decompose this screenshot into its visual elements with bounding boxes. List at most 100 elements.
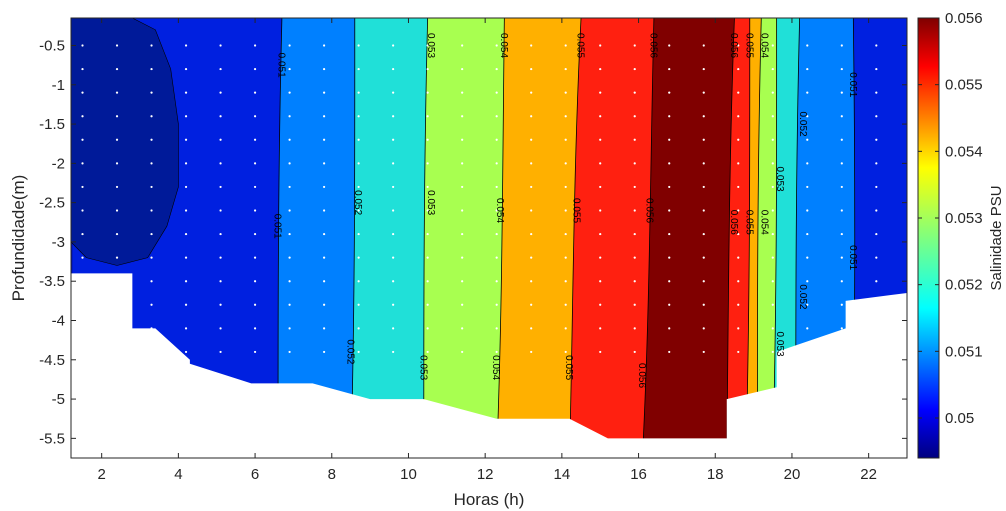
sample-point bbox=[184, 138, 188, 141]
sample-point bbox=[599, 91, 602, 94]
sample-point bbox=[357, 209, 360, 212]
contour-line bbox=[423, 18, 429, 458]
x-axis-label: Horas (h) bbox=[454, 490, 525, 509]
sample-point bbox=[184, 256, 188, 259]
sample-point bbox=[633, 67, 636, 71]
sample-point bbox=[806, 44, 809, 47]
sample-point bbox=[702, 162, 705, 165]
sample-point bbox=[81, 44, 84, 47]
sample-point bbox=[702, 67, 705, 71]
sample-point bbox=[771, 67, 774, 71]
sample-point bbox=[426, 280, 429, 283]
sample-point bbox=[426, 162, 429, 165]
y-tick-label: -0.5 bbox=[39, 38, 65, 55]
sample-point bbox=[184, 67, 188, 71]
sample-point bbox=[150, 67, 153, 71]
sample-point bbox=[392, 209, 395, 212]
sample-point bbox=[806, 138, 809, 141]
contour-value-label: 0.052 bbox=[797, 284, 808, 309]
sample-point bbox=[737, 350, 740, 354]
y-tick-label: -3.5 bbox=[39, 273, 65, 290]
sample-point bbox=[668, 280, 671, 283]
contour-value-label: 0.056 bbox=[636, 363, 647, 388]
sample-point bbox=[357, 256, 360, 259]
sample-point bbox=[323, 91, 326, 94]
sample-point bbox=[771, 138, 774, 141]
y-tick-label: -2.5 bbox=[39, 195, 65, 212]
sample-point bbox=[219, 209, 222, 212]
sample-point bbox=[564, 256, 567, 259]
sample-point bbox=[150, 138, 153, 141]
sample-point bbox=[633, 185, 636, 189]
sample-point bbox=[737, 162, 740, 165]
sample-point bbox=[426, 303, 429, 306]
sample-point bbox=[702, 138, 705, 141]
sample-point bbox=[633, 303, 636, 306]
sample-point bbox=[564, 67, 567, 71]
sample-point bbox=[495, 138, 498, 141]
contour-lines bbox=[277, 18, 856, 458]
contour-value-label: 0.051 bbox=[275, 53, 286, 78]
sample-point bbox=[115, 67, 119, 71]
sample-point bbox=[253, 303, 257, 306]
sample-point bbox=[323, 162, 326, 165]
sample-point bbox=[737, 44, 740, 47]
sample-point bbox=[840, 256, 843, 259]
sample-point bbox=[392, 280, 395, 283]
sample-point bbox=[288, 67, 291, 71]
sample-point bbox=[668, 185, 671, 189]
sample-point bbox=[599, 115, 602, 118]
sample-point bbox=[737, 209, 740, 212]
x-tick-label: 2 bbox=[98, 466, 106, 483]
sample-point bbox=[599, 209, 602, 212]
colorbar-tick-label: 0.056 bbox=[945, 10, 983, 27]
sample-point bbox=[357, 350, 360, 354]
sample-point bbox=[875, 91, 878, 94]
sample-point bbox=[668, 327, 671, 330]
sample-point bbox=[668, 350, 671, 354]
contour-value-label: 0.054 bbox=[490, 355, 501, 380]
y-axis-label: Profundidade(m) bbox=[9, 175, 28, 302]
sample-point bbox=[253, 327, 257, 330]
sample-point bbox=[323, 209, 326, 212]
sample-point bbox=[219, 138, 222, 141]
sample-point bbox=[288, 185, 291, 189]
sample-point bbox=[461, 67, 464, 71]
sample-point bbox=[668, 209, 671, 212]
contour-value-label: 0.053 bbox=[774, 167, 785, 192]
sample-point bbox=[150, 256, 153, 259]
sample-point bbox=[564, 115, 567, 118]
colorbar-ticks: 0.05 0.051 0.052 0.053 0.054 0.055 0.056 bbox=[918, 10, 983, 427]
sample-point bbox=[461, 115, 464, 118]
y-tick-label: -4.5 bbox=[39, 352, 65, 369]
sample-point bbox=[81, 209, 84, 212]
sample-point bbox=[702, 185, 705, 189]
sample-point bbox=[564, 280, 567, 283]
sample-point bbox=[115, 162, 119, 165]
sample-point bbox=[357, 303, 360, 306]
sample-point bbox=[875, 162, 878, 165]
contour-value-label: 0.055 bbox=[743, 33, 754, 58]
sample-point bbox=[495, 232, 498, 236]
sample-point bbox=[357, 327, 360, 330]
x-tick-label: 10 bbox=[400, 466, 417, 483]
sample-point bbox=[840, 67, 843, 71]
sample-point bbox=[840, 44, 843, 47]
sample-point bbox=[219, 232, 222, 236]
sample-point bbox=[702, 256, 705, 259]
sample-point bbox=[288, 209, 291, 212]
sample-point bbox=[461, 256, 464, 259]
sample-point bbox=[737, 280, 740, 283]
sample-point bbox=[668, 91, 671, 94]
sample-point bbox=[288, 115, 291, 118]
sample-point bbox=[771, 280, 774, 283]
sample-point bbox=[564, 209, 567, 212]
sample-point bbox=[564, 327, 567, 330]
sample-point bbox=[426, 44, 429, 47]
sample-point bbox=[633, 138, 636, 141]
colorbar-tick-label: 0.054 bbox=[945, 143, 983, 160]
sample-point bbox=[392, 232, 395, 236]
sample-point bbox=[771, 185, 774, 189]
sample-point bbox=[737, 185, 740, 189]
sample-point bbox=[219, 44, 222, 47]
